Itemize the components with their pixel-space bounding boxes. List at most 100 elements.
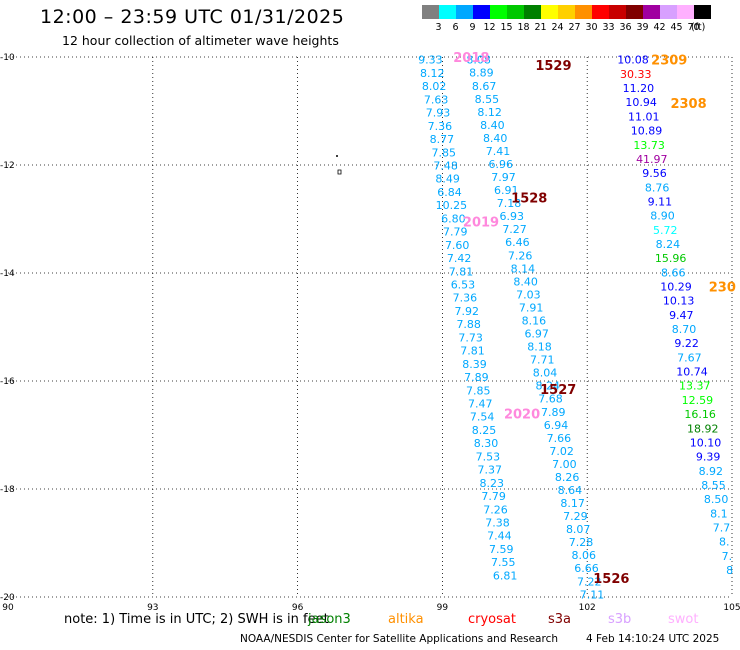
wave-height-value: 7.36 — [428, 120, 453, 133]
wave-height-value: 7.44 — [487, 530, 512, 543]
wave-height-value: 6.97 — [524, 328, 549, 341]
wave-height-value: 10.89 — [631, 125, 663, 138]
wave-height-value: 10.13 — [663, 295, 695, 308]
wave-height-value: 18.92 — [687, 422, 719, 435]
legend-swot: swot — [668, 612, 699, 627]
wave-height-value: 8.07 — [566, 523, 591, 536]
wave-height-value: 8 — [726, 564, 733, 577]
y-tick-label: -20 — [0, 593, 15, 603]
pass-number-label: 2309 — [651, 54, 687, 69]
island-outline — [337, 169, 342, 175]
wave-height-value: 7.92 — [455, 305, 480, 318]
generated-timestamp: 4 Feb 14:10:24 UTC 2025 — [586, 633, 720, 645]
wave-height-value: 7.71 — [530, 354, 555, 367]
wave-height-value: 7.38 — [485, 517, 510, 530]
wave-height-value: 8. — [719, 536, 730, 549]
wave-height-value: 6.84 — [437, 186, 462, 199]
x-tick-label: 105 — [723, 603, 740, 613]
colorbar-swatch — [541, 5, 558, 19]
wave-height-value: 8.26 — [555, 471, 580, 484]
wave-height-value: 7.91 — [519, 301, 544, 314]
wave-height-value: 7.53 — [476, 450, 501, 463]
wave-height-value: 7.18 — [497, 197, 522, 210]
wave-height-value: 7.79 — [443, 226, 468, 239]
wave-height-value: 7.47 — [468, 398, 493, 411]
wave-height-value: 5.72 — [653, 224, 678, 237]
wave-height-value: 7.88 — [456, 318, 481, 331]
colorbar-swatch — [558, 5, 575, 19]
wave-height-value: 8.70 — [672, 323, 697, 336]
x-tick-label: 90 — [2, 603, 14, 613]
wave-height-value: 7.26 — [508, 249, 533, 262]
legend-cryosat: cryosat — [468, 612, 516, 627]
wave-height-value: 8.16 — [522, 314, 547, 327]
wave-height-value: 9.39 — [696, 451, 721, 464]
track-1529: 8.088.898.678.558.128.408.407.416.967.97… — [466, 54, 604, 602]
legend-altika: altika — [388, 612, 424, 627]
wave-height-value: 7.03 — [516, 288, 541, 301]
wave-height-value: 6.96 — [488, 158, 513, 171]
satellite-legend: jason3 altika cryosat s3a s3b swot — [0, 612, 740, 630]
colorbar-swatch — [422, 5, 439, 19]
wave-height-value: 41.97 — [636, 153, 668, 166]
wave-height-value: 8.40 — [480, 119, 505, 132]
wave-height-value: 7.27 — [502, 223, 527, 236]
wave-height-value: 6.66 — [574, 562, 599, 575]
y-tick-label: -10 — [0, 53, 15, 63]
y-tick-label: -14 — [0, 269, 15, 279]
wave-height-value: 7.02 — [549, 445, 574, 458]
wave-height-value: 8.66 — [661, 266, 686, 279]
wave-height-value: 7.89 — [464, 371, 489, 384]
colorbar-swatch — [490, 5, 507, 19]
colorbar-swatch — [575, 5, 592, 19]
pass-number-label: 1527 — [540, 383, 576, 398]
wave-height-value: 7.85 — [432, 146, 457, 159]
wave-height-value: 6.46 — [505, 236, 530, 249]
wave-height-value: 7.54 — [470, 411, 495, 424]
wave-height-value: 7.22 — [577, 575, 602, 588]
colorbar-swatch — [439, 5, 456, 19]
wave-height-value: 8.12 — [420, 67, 445, 80]
wave-height-value: 7.59 — [489, 543, 514, 556]
colorbar-label: 6 — [452, 22, 459, 33]
credit-line: NOAA/NESDIS Center for Satellite Applica… — [240, 633, 558, 645]
colorbar-label: 33 — [602, 22, 615, 33]
x-tick-label: 93 — [147, 603, 158, 613]
wave-height-value: 8.49 — [435, 173, 460, 186]
wave-height-value: 7.81 — [449, 265, 474, 278]
map-subtitle: 12 hour collection of altimeter wave hei… — [62, 33, 339, 48]
wave-height-value: 8.40 — [483, 132, 508, 145]
axis-ticks: 90 93 96 99 102 105 -10 -12 -14 -16 -18 -20 — [0, 53, 740, 613]
wave-height-value: 7.00 — [552, 458, 577, 471]
wave-height-value: 11.01 — [628, 110, 660, 123]
wave-height-value: 8.55 — [701, 479, 726, 492]
wave-height-value: 7.26 — [483, 503, 508, 516]
wave-height-value: 8.02 — [422, 80, 447, 93]
wave-height-value: 8.39 — [462, 358, 487, 371]
wave-height-value: 10.25 — [436, 199, 468, 212]
wave-height-value: 8.17 — [560, 497, 585, 510]
legend-jason3: jason3 — [308, 612, 351, 627]
wave-height-value: 7.79 — [481, 490, 506, 503]
wave-height-value: 8.92 — [699, 465, 724, 478]
wave-height-value: 30.33 — [620, 68, 652, 81]
wave-height-value: 7.97 — [491, 171, 516, 184]
wave-height-value: 7.7 — [713, 521, 731, 534]
wave-height-value: 8.90 — [650, 210, 675, 223]
units-note: note: 1) Time is in UTC; 2) SWH is in fe… — [64, 612, 329, 627]
colorbar-swatch — [626, 5, 643, 19]
wave-height-value: 10.29 — [660, 281, 692, 294]
wave-height-value: 12.59 — [682, 394, 714, 407]
wave-height-value: 10.74 — [676, 366, 708, 379]
colorbar-label: 21 — [534, 22, 547, 33]
wave-height-value: 7.67 — [677, 351, 702, 364]
colorbar-label: 27 — [568, 22, 581, 33]
colorbar-label: 36 — [619, 22, 632, 33]
wave-height-value: 15.96 — [655, 252, 687, 265]
colorbar-swatch — [660, 5, 677, 19]
wave-height-value: 7.93 — [426, 107, 451, 120]
wave-height-value: 8.24 — [536, 380, 561, 393]
colorbar-swatch — [677, 5, 694, 19]
wave-height-value: 7.28 — [569, 536, 594, 549]
